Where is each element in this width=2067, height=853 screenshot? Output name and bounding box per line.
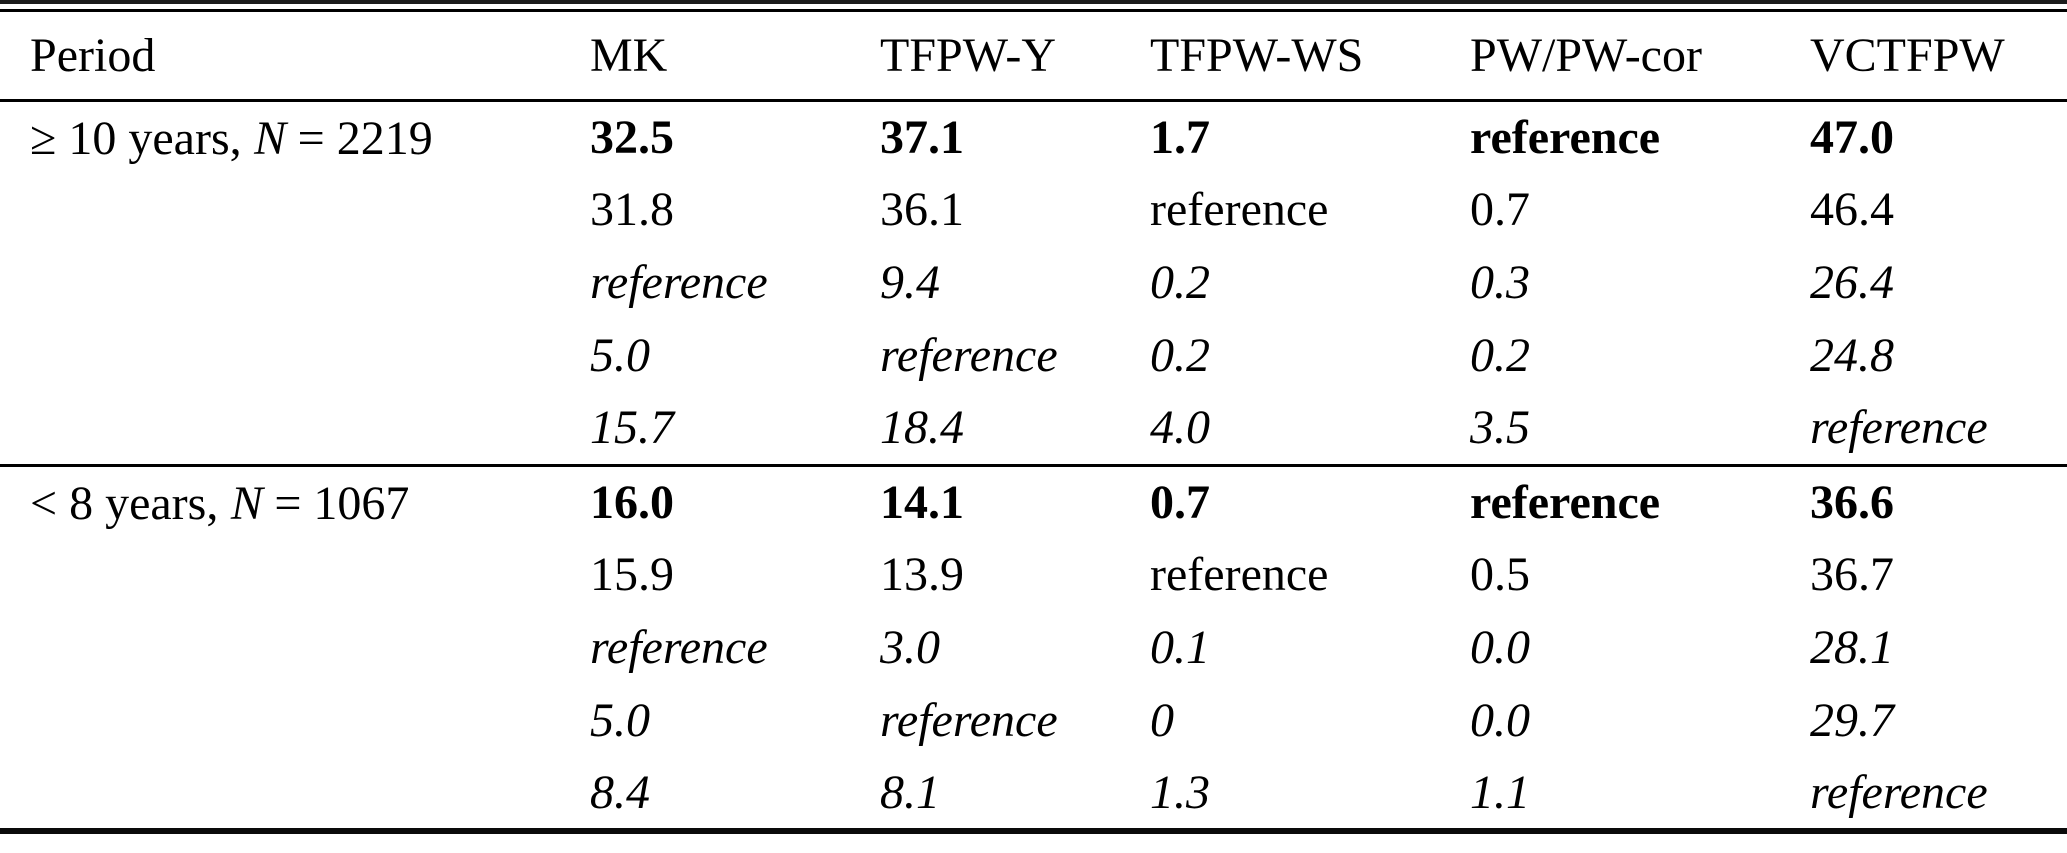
- table-row: 5.0 reference 0 0.0 29.7: [0, 685, 2067, 758]
- top-rule-gap: [0, 4, 2067, 9]
- table-cell: 0.5: [1470, 548, 1530, 601]
- n-variable: N: [254, 112, 287, 165]
- table-cell: 29.7: [1810, 694, 1894, 747]
- n-variable: N: [230, 477, 263, 530]
- table-cell: 0.2: [1470, 329, 1530, 382]
- table-cell: 4.0: [1150, 401, 1210, 455]
- table-cell: 32.5: [590, 110, 674, 164]
- table-cell: 0.2: [1150, 329, 1210, 382]
- table-cell: reference: [590, 621, 768, 674]
- table-cell: 15.9: [590, 548, 674, 601]
- column-header-mk: MK: [590, 28, 668, 82]
- column-header-tfpw-y: TFPW-Y: [880, 28, 1057, 82]
- table-cell: 24.8: [1810, 329, 1894, 382]
- row-group-lt-8-years: < 8 years, N = 1067 16.0 14.1 0.7 referenc…: [0, 466, 2067, 831]
- table-cell: 0.0: [1470, 694, 1530, 747]
- table-cell: 28.1: [1810, 621, 1894, 674]
- column-header-vctfpw: VCTFPW: [1810, 28, 2005, 82]
- table-cell: reference: [590, 256, 768, 309]
- table-cell: reference: [1810, 765, 1988, 819]
- table-row: < 8 years, N = 1067 16.0 14.1 0.7 referenc…: [0, 466, 2067, 539]
- table-cell: 5.0: [590, 694, 650, 747]
- table-cell: 36.6: [1810, 475, 1894, 529]
- period-cell: < 8 years, N = 1067: [0, 466, 590, 831]
- table-cell: 46.4: [1810, 183, 1894, 236]
- table-cell: 37.1: [880, 110, 964, 164]
- column-header-pw-pw-cor: PW/PW-cor: [1470, 28, 1702, 82]
- table-cell: 16.0: [590, 475, 674, 529]
- table-header: Period MK TFPW-Y TFPW-WS PW/PW-cor VCTFP…: [0, 11, 2067, 101]
- table-cell: 9.4: [880, 256, 940, 309]
- table-cell: 0.2: [1150, 256, 1210, 309]
- table-cell: 0: [1150, 694, 1174, 747]
- column-header-period: Period: [30, 28, 156, 82]
- table-cell: 13.9: [880, 548, 964, 601]
- statistics-table: Period MK TFPW-Y TFPW-WS PW/PW-cor VCTFP…: [0, 9, 2067, 834]
- table-cell: 8.1: [880, 765, 940, 819]
- table-cell: 1.3: [1150, 765, 1210, 819]
- table-cell: reference: [880, 329, 1058, 382]
- table-row: ≥ 10 years, N = 2219 32.5 37.1 1.7 referen…: [0, 101, 2067, 174]
- table-cell: reference: [1150, 183, 1329, 236]
- header-row: Period MK TFPW-Y TFPW-WS PW/PW-cor VCTFP…: [0, 11, 2067, 101]
- table-cell: 0.3: [1470, 256, 1530, 309]
- table-cell: 0.7: [1470, 183, 1530, 236]
- table-row: reference 9.4 0.2 0.3 26.4: [0, 247, 2067, 320]
- table-cell: 31.8: [590, 183, 674, 236]
- row-group-ge-10-years: ≥ 10 years, N = 2219 32.5 37.1 1.7 referen…: [0, 101, 2067, 466]
- table-cell: 8.4: [590, 765, 650, 819]
- table-row: 8.4 8.1 1.3 1.1 reference: [0, 758, 2067, 831]
- table-cell: 15.7: [590, 401, 674, 455]
- table-cell: 0.7: [1150, 475, 1210, 529]
- table-cell: 1.1: [1470, 765, 1530, 819]
- table-cell: 0.1: [1150, 621, 1210, 674]
- table-cell: 14.1: [880, 475, 964, 529]
- table-cell: 36.7: [1810, 548, 1894, 601]
- table-cell: 0.0: [1470, 621, 1530, 674]
- table-cell: 5.0: [590, 329, 650, 382]
- table-cell: reference: [1470, 475, 1661, 529]
- table-cell: reference: [880, 694, 1058, 747]
- table-cell: reference: [1810, 401, 1988, 455]
- table-cell: 36.1: [880, 183, 964, 236]
- table-cell: reference: [1470, 110, 1661, 164]
- table-cell: 47.0: [1810, 110, 1894, 164]
- table-row: 15.7 18.4 4.0 3.5 reference: [0, 393, 2067, 466]
- period-cell: ≥ 10 years, N = 2219: [0, 101, 590, 466]
- table-row: 31.8 36.1 reference 0.7 46.4: [0, 174, 2067, 247]
- table-cell: 26.4: [1810, 256, 1894, 309]
- table-cell: 3.5: [1470, 401, 1530, 455]
- table-cell: reference: [1150, 548, 1329, 601]
- table-row: 5.0 reference 0.2 0.2 24.8: [0, 320, 2067, 393]
- period-text: ≥ 10 years, N = 2219: [30, 112, 433, 165]
- table-cell: 18.4: [880, 401, 964, 455]
- table-row: reference 3.0 0.1 0.0 28.1: [0, 612, 2067, 685]
- table-cell: 1.7: [1150, 110, 1210, 164]
- table-cell: 3.0: [880, 621, 940, 674]
- column-header-tfpw-ws: TFPW-WS: [1150, 28, 1364, 82]
- table-row: 15.9 13.9 reference 0.5 36.7: [0, 539, 2067, 612]
- top-rule-outer: [0, 0, 2067, 4]
- period-text: < 8 years, N = 1067: [30, 477, 410, 530]
